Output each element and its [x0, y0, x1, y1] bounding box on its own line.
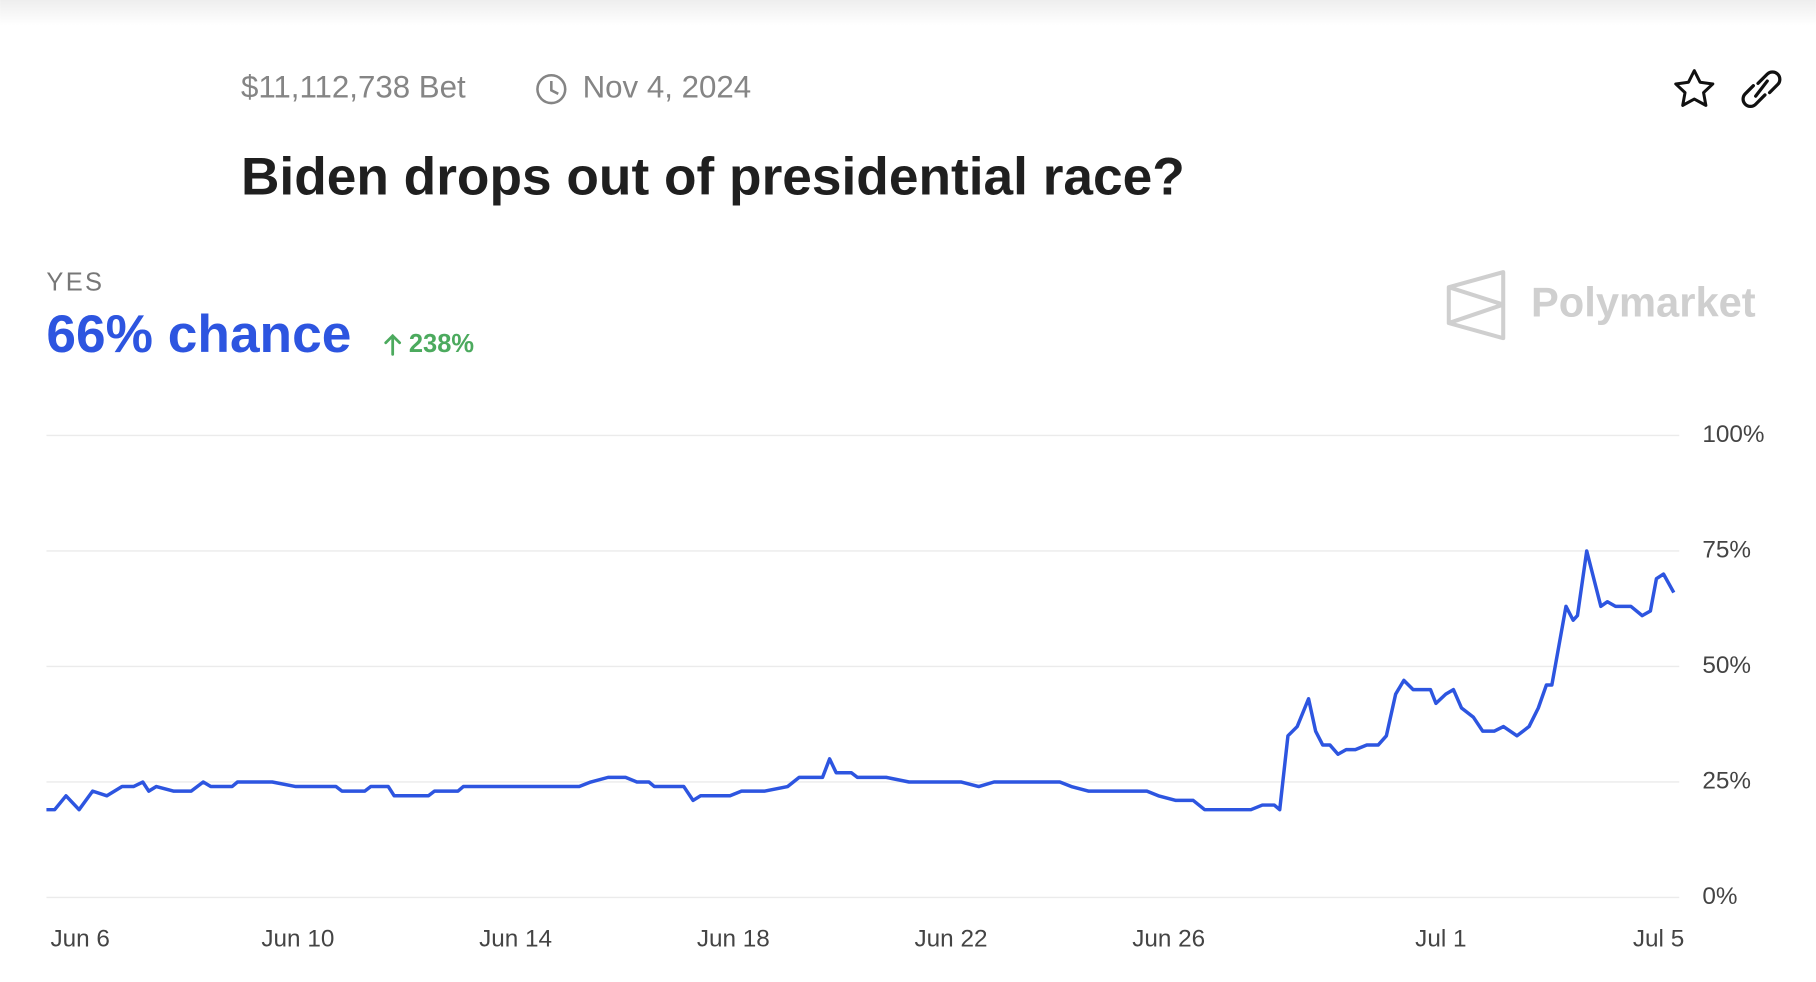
- y-tick-label: 75%: [1702, 536, 1751, 563]
- top-fade: [0, 0, 1816, 26]
- y-tick-label: 25%: [1702, 767, 1751, 794]
- x-tick-label: Jun 18: [697, 926, 770, 953]
- x-tick-label: Jun 10: [261, 926, 334, 953]
- end-date: Nov 4, 2024: [583, 69, 752, 104]
- x-tick-label: Jun 22: [915, 926, 988, 953]
- star-button[interactable]: [1674, 69, 1715, 107]
- y-tick-label: 100%: [1702, 421, 1764, 448]
- x-tick-label: Jun 26: [1132, 926, 1205, 953]
- change: 238%: [409, 330, 474, 358]
- outcome: YES: [46, 268, 104, 296]
- x-tick-label: Jun 14: [479, 926, 552, 953]
- market-title: Biden drops out of presidential race?: [241, 148, 1185, 207]
- x-tick-label: Jul 1: [1415, 926, 1466, 953]
- volume: $11,112,738 Bet: [241, 69, 466, 104]
- link-button[interactable]: [1741, 70, 1782, 108]
- polymarket-logo: [1446, 270, 1506, 341]
- clock-icon: [536, 73, 567, 105]
- series-line: [46, 549, 1676, 812]
- current-chance: 66% chance: [46, 305, 351, 364]
- y-tick-label: 50%: [1702, 652, 1751, 679]
- x-tick-label: Jul 5: [1633, 926, 1684, 953]
- y-tick-label: 0%: [1702, 883, 1737, 910]
- brand: Polymarket: [1531, 279, 1756, 326]
- up-arrow: [384, 333, 402, 356]
- x-tick-label: Jun 6: [50, 926, 109, 953]
